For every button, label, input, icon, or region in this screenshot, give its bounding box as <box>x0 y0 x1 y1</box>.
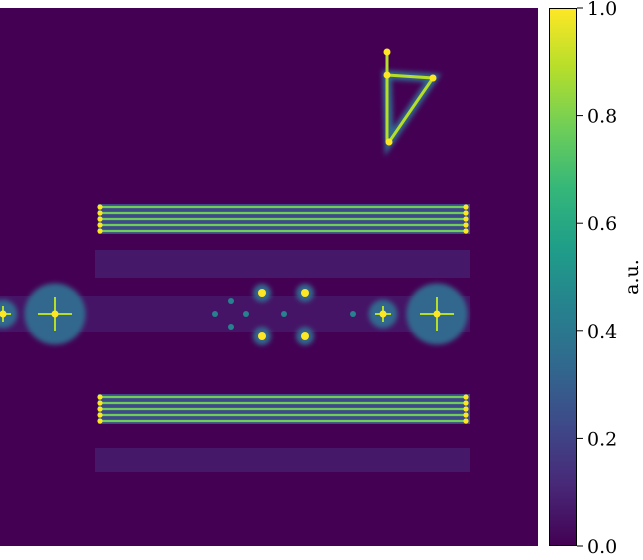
faint-point <box>243 311 249 317</box>
ghost-band <box>95 448 470 472</box>
heatmap-features <box>0 48 470 472</box>
faint-point <box>228 298 234 304</box>
ghost-band <box>95 250 470 278</box>
faint-point <box>228 324 234 330</box>
cross-center <box>51 310 59 318</box>
triangle-vertex <box>383 71 391 79</box>
faint-point <box>281 311 287 317</box>
cross-center <box>379 310 387 318</box>
band-end-point <box>97 210 103 216</box>
band-end-point <box>97 228 103 234</box>
triangle-vertex <box>383 48 391 56</box>
bright-point <box>258 289 266 297</box>
band-end-point <box>97 412 103 418</box>
bright-point <box>301 289 309 297</box>
triangle-vertex <box>429 74 437 82</box>
bright-point <box>301 332 309 340</box>
band-end-point <box>97 204 103 210</box>
band-end-point <box>97 394 103 400</box>
faint-point <box>212 311 218 317</box>
colorbar-tick-label: 1.0 <box>587 0 617 20</box>
band-end-point <box>97 222 103 228</box>
colorbar-tick-label: 0.8 <box>587 106 617 128</box>
colorbar-tick-label: 0.4 <box>587 321 617 343</box>
band-end-point <box>97 400 103 406</box>
band-end-point <box>463 412 469 418</box>
band-end-point <box>463 406 469 412</box>
band-end-point <box>463 222 469 228</box>
colorbar-label: a.u. <box>621 259 643 295</box>
bright-point <box>258 332 266 340</box>
band-end-point <box>97 406 103 412</box>
band-end-point <box>97 418 103 424</box>
triangle-vertex <box>385 138 393 146</box>
band-end-point <box>463 394 469 400</box>
colorbar-tick-label: 0.6 <box>587 213 617 235</box>
band-end-point <box>463 400 469 406</box>
colorbar-tick-label: 0.2 <box>587 428 617 450</box>
band-end-point <box>463 418 469 424</box>
cross-center <box>433 310 441 318</box>
band-end-point <box>463 216 469 222</box>
band-end-point <box>463 210 469 216</box>
colorbar-tick-label: 0.0 <box>587 536 617 558</box>
band-end-point <box>97 216 103 222</box>
cross-center <box>0 310 7 318</box>
faint-point <box>350 311 356 317</box>
band-end-point <box>463 204 469 210</box>
band-end-point <box>463 228 469 234</box>
colorbar <box>549 8 577 546</box>
